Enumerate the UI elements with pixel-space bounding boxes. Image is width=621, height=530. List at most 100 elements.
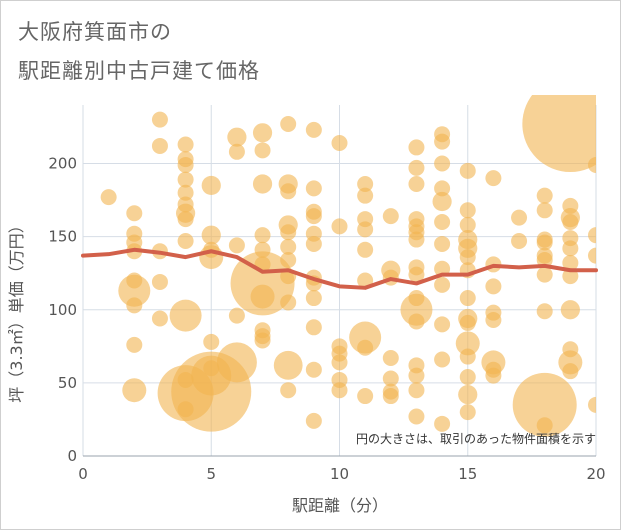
x-axis-label: 駅距離（分） <box>292 496 388 515</box>
bubble-point <box>512 372 577 437</box>
bubble-point <box>485 170 502 187</box>
bubble-point <box>382 350 399 367</box>
bubble-point <box>252 123 273 143</box>
bubble-point <box>536 266 553 283</box>
bubble-point <box>485 311 502 328</box>
bubble-point <box>177 171 194 188</box>
bubble-point <box>511 209 528 226</box>
y-tick-label: 150 <box>48 228 77 246</box>
bubble-point <box>228 237 245 254</box>
bubble-point <box>280 238 297 255</box>
chart-title: 大阪府箕面市の <box>18 20 172 44</box>
bubble-point <box>536 234 553 251</box>
bubble-point <box>459 348 476 365</box>
bubble-point <box>331 354 348 371</box>
bubble-point <box>177 136 194 153</box>
bubble-point <box>408 159 425 176</box>
bubble-point <box>305 361 322 378</box>
bubble-point <box>118 274 151 307</box>
trend-layer <box>81 247 598 290</box>
bubble-point <box>305 121 322 138</box>
bubble-point <box>305 235 322 252</box>
bubble-point <box>228 143 245 160</box>
bubble-point <box>357 241 374 258</box>
bubble-point <box>357 339 374 356</box>
bubble-point <box>126 205 143 222</box>
x-tick-label: 10 <box>330 465 349 483</box>
bubble-point <box>126 336 143 353</box>
bubble-point <box>357 187 374 204</box>
bubble-point <box>280 294 297 311</box>
bubble-point <box>455 331 480 356</box>
bubble-point <box>458 384 478 405</box>
bubble-point <box>408 175 425 192</box>
bubble-point <box>254 142 271 159</box>
bubble-point <box>562 214 579 230</box>
bubble-point <box>536 303 553 320</box>
bubble-point <box>485 278 502 295</box>
bubble-point <box>408 408 425 425</box>
bubble-point <box>408 382 425 399</box>
bubble-point <box>459 314 476 331</box>
bubble-point <box>122 378 147 403</box>
bubble-point <box>434 316 451 333</box>
bubble-point <box>169 299 202 332</box>
bubble-point <box>349 321 382 354</box>
bubble-point <box>100 189 117 206</box>
size-note: 円の大きさは、取引のあった物件面積を示す <box>356 431 596 446</box>
bubble-point <box>280 183 297 200</box>
bubble-point <box>522 95 596 172</box>
bubble-point <box>280 224 297 241</box>
bubble-point <box>177 184 194 201</box>
y-tick-label: 0 <box>67 447 77 465</box>
bubble-point <box>280 252 297 269</box>
bubble-point <box>216 342 257 383</box>
bubble-point <box>434 180 451 197</box>
bubble-point <box>305 180 322 197</box>
bubble-point <box>434 133 451 150</box>
bubble-point <box>227 127 247 147</box>
bubble-point <box>562 363 579 380</box>
bubble-point <box>562 254 579 271</box>
bubble-point <box>459 290 476 307</box>
bubble-point <box>230 251 295 316</box>
bubble-point <box>434 235 451 252</box>
bubble-point <box>331 218 348 235</box>
bubble-point <box>562 240 579 257</box>
y-tick-label: 50 <box>58 374 77 392</box>
bubble-point <box>434 276 451 293</box>
bubble-point <box>588 227 596 244</box>
bubble-point <box>588 396 596 413</box>
bubble-point <box>305 290 322 307</box>
bubble-point <box>382 370 399 387</box>
bubble-point <box>331 382 348 399</box>
bubble-point <box>151 111 168 128</box>
y-axis-label: 坪（3.3㎡）単価（万円） <box>7 217 26 402</box>
y-tick-label: 200 <box>48 155 77 173</box>
bubble-point <box>357 388 374 405</box>
bubble-point <box>331 135 348 152</box>
bubble-point <box>177 233 194 250</box>
bubble-point <box>203 333 220 350</box>
bubble-point <box>459 404 476 421</box>
bubble-point <box>273 350 303 380</box>
bubble-point <box>408 266 425 283</box>
y-tick-label: 100 <box>48 301 77 319</box>
bubble-point <box>459 162 476 179</box>
bubble-point <box>536 202 553 219</box>
bubble-point <box>434 415 451 432</box>
bubble-point <box>408 313 425 330</box>
chart-subtitle: 駅距離別中古戸建て価格 <box>18 59 260 83</box>
bubble-point <box>459 202 476 219</box>
bubble-point <box>177 211 194 228</box>
bubble-point <box>536 417 553 434</box>
bubble-point <box>588 156 596 173</box>
bubble-point <box>382 388 399 405</box>
bubble-point <box>357 221 374 238</box>
bubble-point <box>199 245 224 270</box>
bubble-point <box>485 367 502 384</box>
x-tick-label: 0 <box>78 465 88 483</box>
